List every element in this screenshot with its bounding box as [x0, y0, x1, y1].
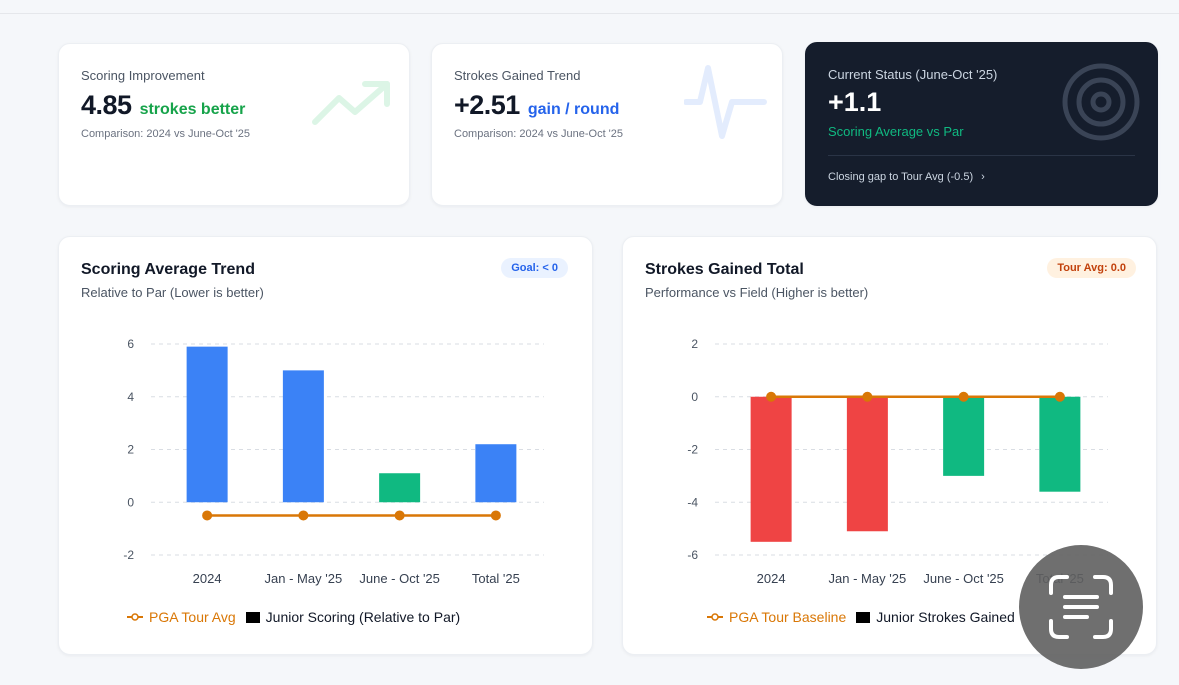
card-label: Scoring Improvement [81, 68, 205, 83]
top-divider [0, 13, 1179, 14]
chart-subtitle: Relative to Par (Lower is better) [81, 285, 264, 300]
scoring-average-chart: -2 0 2 4 6 2024 Jan - May '25 June - Oct '25 Tot… [123, 337, 544, 586]
y-tick-label: 0 [127, 495, 134, 509]
chevron-right-icon: › [981, 171, 985, 183]
line-point [766, 391, 777, 402]
card-unit: gain / round [527, 101, 620, 118]
status-value: +1.1 [828, 87, 882, 117]
chart-title: Strokes Gained Total [645, 261, 804, 278]
bar [379, 473, 421, 503]
chart-title: Scoring Average Trend [81, 261, 255, 278]
chart-subtitle: Performance vs Field (Higher is better) [645, 285, 869, 300]
bar [475, 444, 517, 503]
legend-item-junior-strokes-gained[interactable]: Junior Strokes Gained [856, 609, 1016, 625]
line-point [958, 391, 969, 402]
y-tick-label: 2 [691, 337, 698, 351]
legend-label: PGA Tour Baseline [729, 609, 847, 625]
y-tick-label: -2 [687, 443, 698, 457]
legend-item-pga-tour-avg[interactable]: PGA Tour Avg [127, 609, 236, 625]
y-tick-label: 0 [691, 390, 698, 404]
closing-gap-text: Closing gap to Tour Avg (-0.5) [828, 171, 974, 183]
line-point [298, 510, 309, 521]
trending-up-icon [312, 81, 390, 125]
x-tick-label: June - Oct '25 [923, 571, 1004, 586]
y-tick-label: -4 [687, 495, 698, 509]
legend-label: PGA Tour Avg [149, 609, 236, 625]
y-tick-label: -6 [687, 548, 698, 562]
scoring-improvement-card: Scoring Improvement 4.85 strokes better … [58, 43, 410, 206]
card-label: Strokes Gained Trend [454, 68, 581, 83]
card-comparison: Comparison: 2024 vs June-Oct '25 [81, 128, 251, 140]
y-tick-label: 4 [127, 390, 134, 404]
legend-item-pga-tour-baseline[interactable]: PGA Tour Baseline [707, 609, 846, 625]
legend-item-junior-scoring[interactable]: Junior Scoring (Relative to Par) [245, 609, 461, 625]
status-label: Current Status (June-Oct '25) [828, 67, 998, 82]
scoring-average-chart-card: Scoring Average Trend Relative to Par (L… [58, 236, 593, 655]
bar [750, 396, 792, 542]
line-point [490, 510, 501, 521]
y-tick-label: 6 [127, 337, 134, 351]
tour-avg-badge: Tour Avg: 0.0 [1047, 258, 1136, 278]
line-point [1054, 391, 1065, 402]
bar [846, 396, 888, 532]
pulse-icon [684, 65, 767, 139]
chart-legend: PGA Tour Baseline Junior Strokes Gained [707, 609, 1026, 625]
chart-legend: PGA Tour Avg Junior Scoring (Relative to… [127, 609, 470, 625]
x-tick-label: Total '25 [472, 571, 520, 586]
closing-gap-link[interactable]: Closing gap to Tour Avg (-0.5) › [828, 171, 985, 183]
line-point [862, 391, 873, 402]
card-value: +2.51 [454, 90, 520, 120]
current-status-card: Current Status (June-Oct '25) +1.1 Scori… [805, 42, 1158, 206]
target-icon [1062, 63, 1140, 141]
x-tick-label: June - Oct '25 [359, 571, 440, 586]
card-comparison: Comparison: 2024 vs June-Oct '25 [454, 128, 624, 140]
bar-swatch-icon [245, 611, 260, 623]
legend-label: Junior Strokes Gained [876, 609, 1015, 625]
y-tick-label: -2 [123, 548, 134, 562]
status-divider [828, 155, 1135, 156]
x-tick-label: 2024 [193, 571, 222, 586]
status-subtitle: Scoring Average vs Par [828, 124, 964, 139]
bar [186, 346, 228, 503]
scan-text-icon [1049, 575, 1113, 639]
y-tick-label: 2 [127, 443, 134, 457]
legend-label: Junior Scoring (Relative to Par) [265, 609, 461, 625]
strokes-gained-trend-card: Strokes Gained Trend +2.51 gain / round … [431, 43, 783, 206]
card-value: 4.85 [81, 90, 132, 120]
bar [943, 396, 985, 476]
card-value-row: 4.85 strokes better [81, 90, 245, 121]
line-marker-icon [707, 613, 723, 621]
bar-swatch-icon [856, 611, 871, 623]
x-tick-label: Jan - May '25 [829, 571, 907, 586]
line-point [202, 510, 213, 521]
line-point [394, 510, 405, 521]
x-tick-label: 2024 [757, 571, 786, 586]
bar [282, 370, 324, 503]
bar [1039, 396, 1081, 492]
scan-text-button[interactable] [1019, 545, 1143, 669]
card-unit: strokes better [139, 101, 246, 118]
x-tick-label: Jan - May '25 [265, 571, 343, 586]
line-marker-icon [127, 613, 143, 621]
card-value-row: +2.51 gain / round [454, 90, 619, 121]
goal-badge: Goal: < 0 [501, 258, 568, 278]
